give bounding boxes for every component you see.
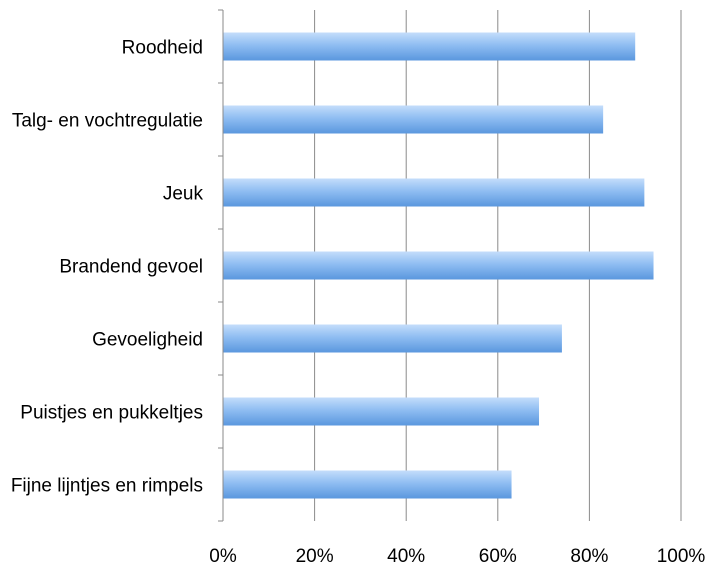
category-label: Puistjes en pukkeltjes bbox=[20, 403, 203, 424]
category-labels: Roodheid Talg- en vochtregulatie Jeuk Brand… bbox=[11, 38, 204, 497]
bar bbox=[223, 251, 654, 280]
x-tick-label: 0% bbox=[209, 546, 237, 567]
x-tick-label: 60% bbox=[479, 546, 517, 567]
category-label: Jeuk bbox=[163, 184, 204, 205]
bar bbox=[223, 32, 636, 61]
category-label: Fijne lijntjes en rimpels bbox=[11, 476, 203, 497]
x-tick-label: 20% bbox=[296, 546, 334, 567]
category-label: Talg- en vochtregulatie bbox=[12, 111, 203, 132]
bar bbox=[223, 397, 540, 426]
x-tick-label: 100% bbox=[657, 546, 706, 567]
x-tick-label: 40% bbox=[387, 546, 425, 567]
category-label: Brandend gevoel bbox=[59, 257, 203, 278]
x-tick-labels: 0% 20% 40% 60% 80% 100% bbox=[209, 546, 705, 567]
bar bbox=[223, 470, 512, 499]
bar bbox=[223, 324, 562, 353]
bars-group bbox=[223, 32, 654, 499]
x-tick-label: 80% bbox=[570, 546, 608, 567]
category-label: Gevoeligheid bbox=[92, 330, 203, 351]
y-axis bbox=[218, 9, 224, 522]
category-label: Roodheid bbox=[122, 38, 203, 59]
bar bbox=[223, 105, 604, 134]
bar bbox=[223, 178, 645, 207]
